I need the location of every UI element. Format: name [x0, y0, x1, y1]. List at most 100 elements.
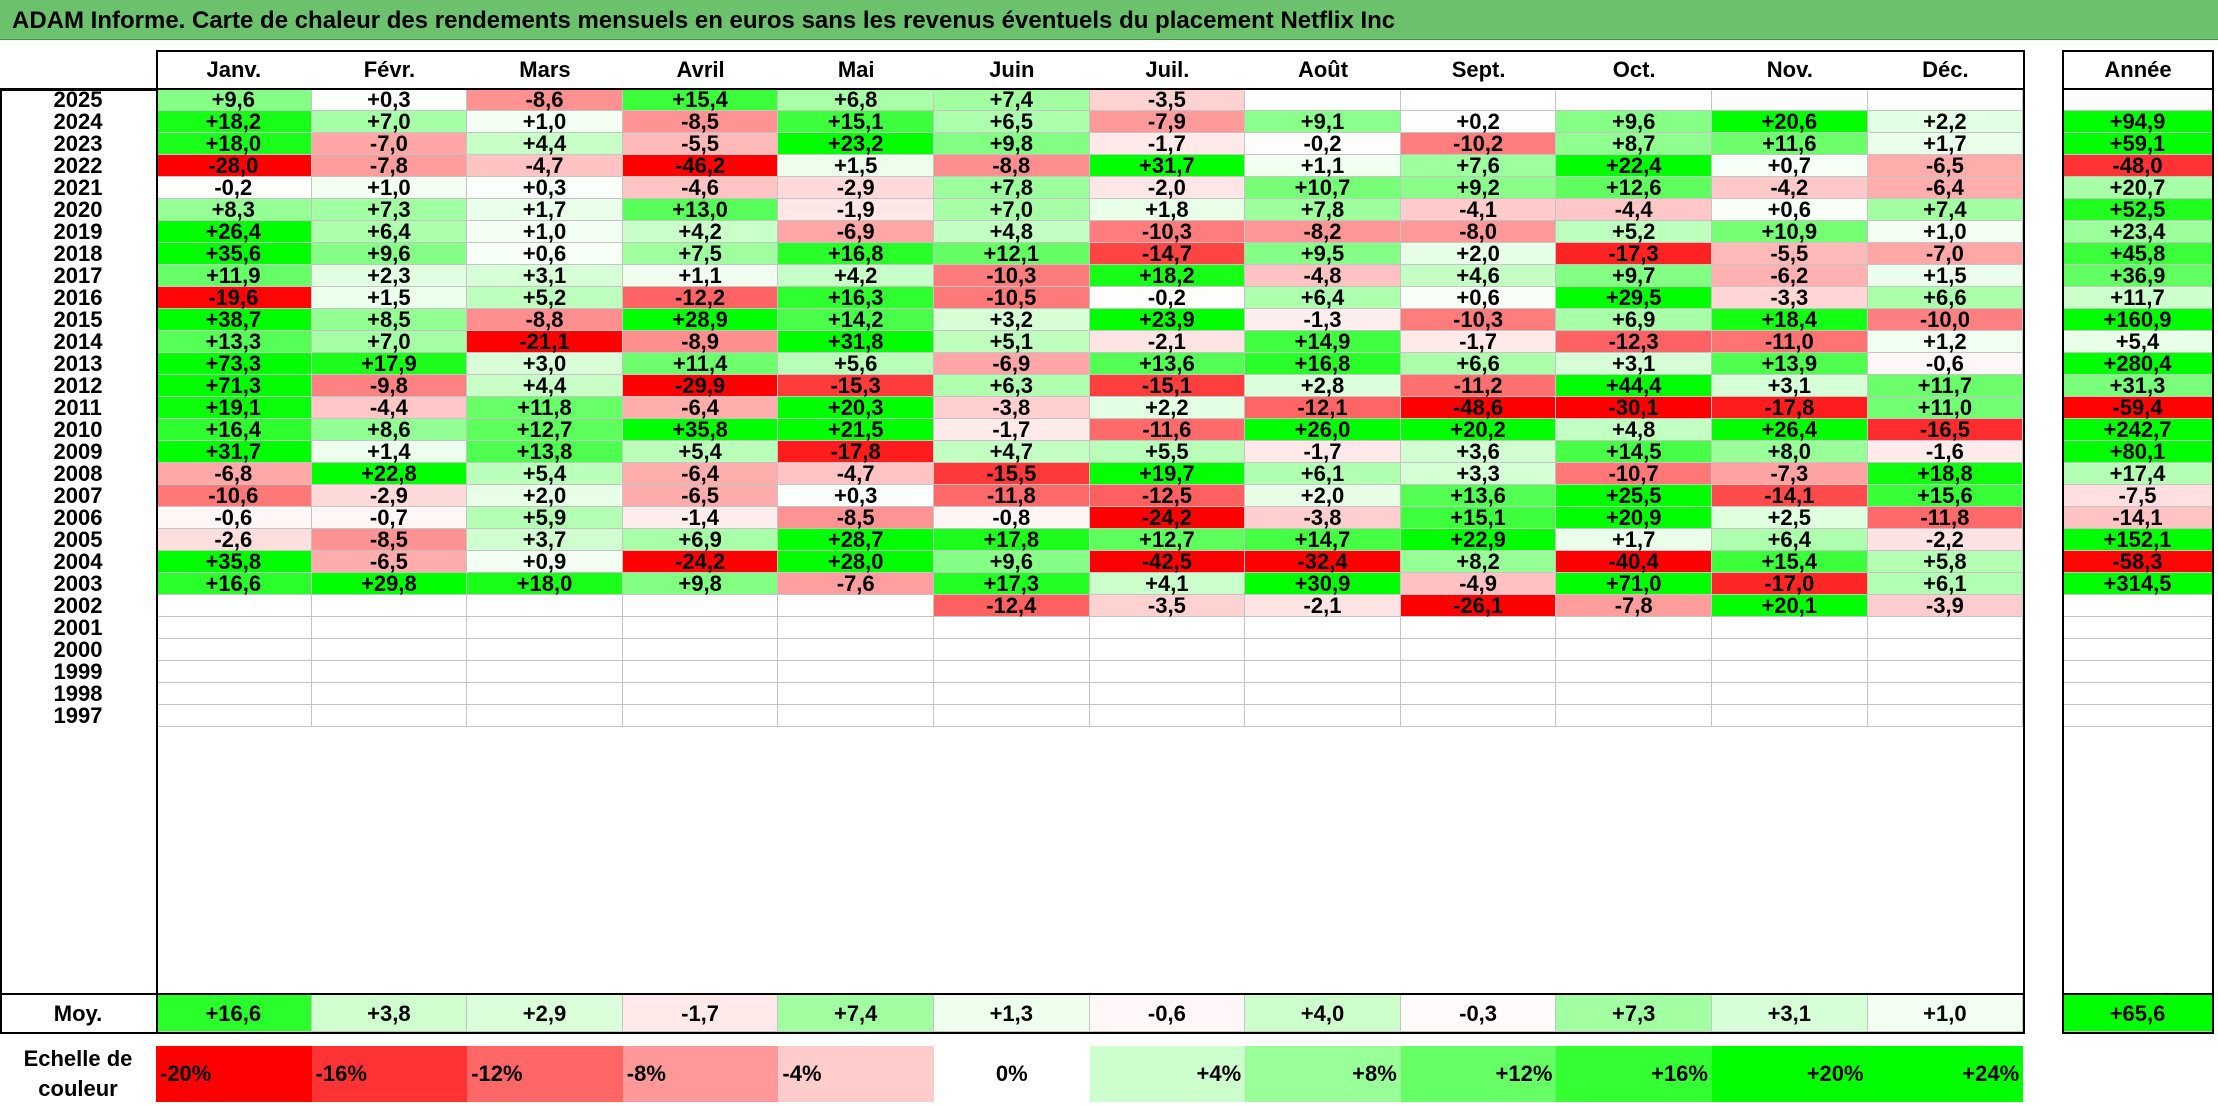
heatmap-cell: +2,2 — [1089, 397, 1246, 419]
heatmap-cell: +6,9 — [622, 529, 779, 551]
heatmap-cell: -7,6 — [778, 573, 934, 595]
heatmap-cell — [1867, 617, 2024, 639]
heatmap-cell: +20,1 — [1712, 595, 1868, 617]
heatmap-cell: +10,7 — [1245, 177, 1401, 199]
heatmap-cell: -3,5 — [1089, 89, 1246, 111]
heatmap-cell: +29,5 — [1556, 287, 1712, 309]
heatmap-cell: +1,5 — [1867, 265, 2024, 287]
heatmap-cell: -0,8 — [934, 507, 1090, 529]
color-scale-stop: +20% — [1712, 1046, 1868, 1102]
heatmap-cell: -3,8 — [934, 397, 1090, 419]
annual-cell: +17,4 — [2062, 463, 2214, 485]
heatmap-cell: -8,0 — [1400, 221, 1557, 243]
heatmap-cell: -11,8 — [934, 485, 1090, 507]
heatmap-cell — [311, 595, 468, 617]
heatmap-cell: -6,8 — [156, 463, 312, 485]
color-scale-stop: +16% — [1556, 1046, 1712, 1102]
heatmap-cell: +5,8 — [1867, 551, 2024, 573]
heatmap-cell: +1,5 — [311, 287, 468, 309]
heatmap-cell: -1,3 — [1245, 309, 1401, 331]
heatmap-cell: +9,8 — [934, 133, 1090, 155]
heatmap-cell: +14,9 — [1245, 331, 1401, 353]
heatmap-cell: +19,7 — [1089, 463, 1246, 485]
heatmap-cell: -4,4 — [1556, 199, 1712, 221]
heatmap-cell: -24,2 — [622, 551, 779, 573]
heatmap-cell: +3,1 — [1712, 375, 1868, 397]
average-cell: +7,3 — [1556, 995, 1712, 1032]
annual-cell — [2062, 595, 2214, 617]
heatmap-cell: +4,7 — [934, 441, 1090, 463]
heatmap-cell: +3,1 — [1556, 353, 1712, 375]
annual-cell — [2062, 639, 2214, 661]
heatmap-cell: +0,9 — [467, 551, 623, 573]
heatmap-cell: -6,9 — [934, 353, 1090, 375]
heatmap-cell: -3,3 — [1712, 287, 1868, 309]
heatmap-cell: +4,1 — [1089, 573, 1246, 595]
heatmap-cell: -3,8 — [1245, 507, 1401, 529]
heatmap-cell: -7,3 — [1712, 463, 1868, 485]
heatmap-cell: +0,7 — [1712, 155, 1868, 177]
row-year-label: 2017 — [53, 263, 103, 288]
heatmap-cell — [156, 617, 312, 639]
heatmap-cell: +15,4 — [622, 89, 779, 111]
heatmap-cell: +7,8 — [934, 177, 1090, 199]
heatmap-cell — [467, 683, 623, 705]
heatmap-cell: +2,2 — [1867, 111, 2024, 133]
heatmap-cell: +4,4 — [467, 133, 623, 155]
row-year-label: 1998 — [53, 681, 103, 706]
annual-cell — [2062, 705, 2214, 727]
heatmap-cell: -10,3 — [1400, 309, 1557, 331]
heatmap-cell: -12,3 — [1556, 331, 1712, 353]
annual-cell: +242,7 — [2062, 419, 2214, 441]
heatmap-cell: +3,6 — [1400, 441, 1557, 463]
month-header: Juil. — [1145, 57, 1190, 82]
heatmap-cell — [934, 705, 1090, 727]
heatmap-cell: -10,6 — [156, 485, 312, 507]
heatmap-cell — [1556, 705, 1712, 727]
heatmap-cell: +6,6 — [1867, 287, 2024, 309]
heatmap-cell — [156, 705, 312, 727]
heatmap-cell: -17,3 — [1556, 243, 1712, 265]
heatmap-cell: +9,6 — [934, 551, 1090, 573]
heatmap-cell — [1089, 639, 1246, 661]
annual-cell — [2062, 661, 2214, 683]
month-header: Mai — [837, 57, 875, 82]
heatmap-cell: -4,2 — [1712, 177, 1868, 199]
heatmap-cell: +17,3 — [934, 573, 1090, 595]
heatmap-cell: -48,6 — [1400, 397, 1557, 419]
heatmap-cell — [1245, 661, 1401, 683]
color-scale-stop: +8% — [1245, 1046, 1401, 1102]
row-year-label: 2019 — [53, 219, 103, 244]
heatmap-cell: +5,1 — [934, 331, 1090, 353]
heatmap-cell: +10,9 — [1712, 221, 1868, 243]
heatmap-cell: -2,1 — [1089, 331, 1246, 353]
month-header: Sept. — [1451, 57, 1506, 82]
heatmap-cell: +5,5 — [1089, 441, 1246, 463]
month-header: Mars — [519, 57, 571, 82]
heatmap-cell: +20,3 — [778, 397, 934, 419]
color-scale-stop: 0% — [934, 1046, 1090, 1102]
heatmap-cell — [1400, 617, 1557, 639]
heatmap-cell: -8,6 — [467, 89, 623, 111]
heatmap-cell — [311, 639, 468, 661]
heatmap-cell: -4,4 — [311, 397, 468, 419]
heatmap-cell: +9,1 — [1245, 111, 1401, 133]
heatmap-cell: +8,3 — [156, 199, 312, 221]
average-cell: -1,7 — [622, 995, 779, 1032]
row-year-label: 1999 — [53, 659, 103, 684]
heatmap-cell: +4,8 — [1556, 419, 1712, 441]
heatmap-cell: -14,1 — [1712, 485, 1868, 507]
heatmap-cell: -12,4 — [934, 595, 1090, 617]
heatmap-cell: -1,7 — [934, 419, 1090, 441]
annual-cell: +80,1 — [2062, 441, 2214, 463]
average-cell: -0,6 — [1089, 995, 1246, 1032]
month-header: Déc. — [1922, 57, 1969, 82]
heatmap-cell: +18,4 — [1712, 309, 1868, 331]
heatmap-cell: +13,0 — [622, 199, 779, 221]
heatmap-cell — [1089, 705, 1246, 727]
heatmap-cell: -6,5 — [1867, 155, 2024, 177]
heatmap-cell: -9,8 — [311, 375, 468, 397]
heatmap-cell: +35,6 — [156, 243, 312, 265]
heatmap-cell: +28,7 — [778, 529, 934, 551]
row-year-label: 2009 — [53, 439, 103, 464]
